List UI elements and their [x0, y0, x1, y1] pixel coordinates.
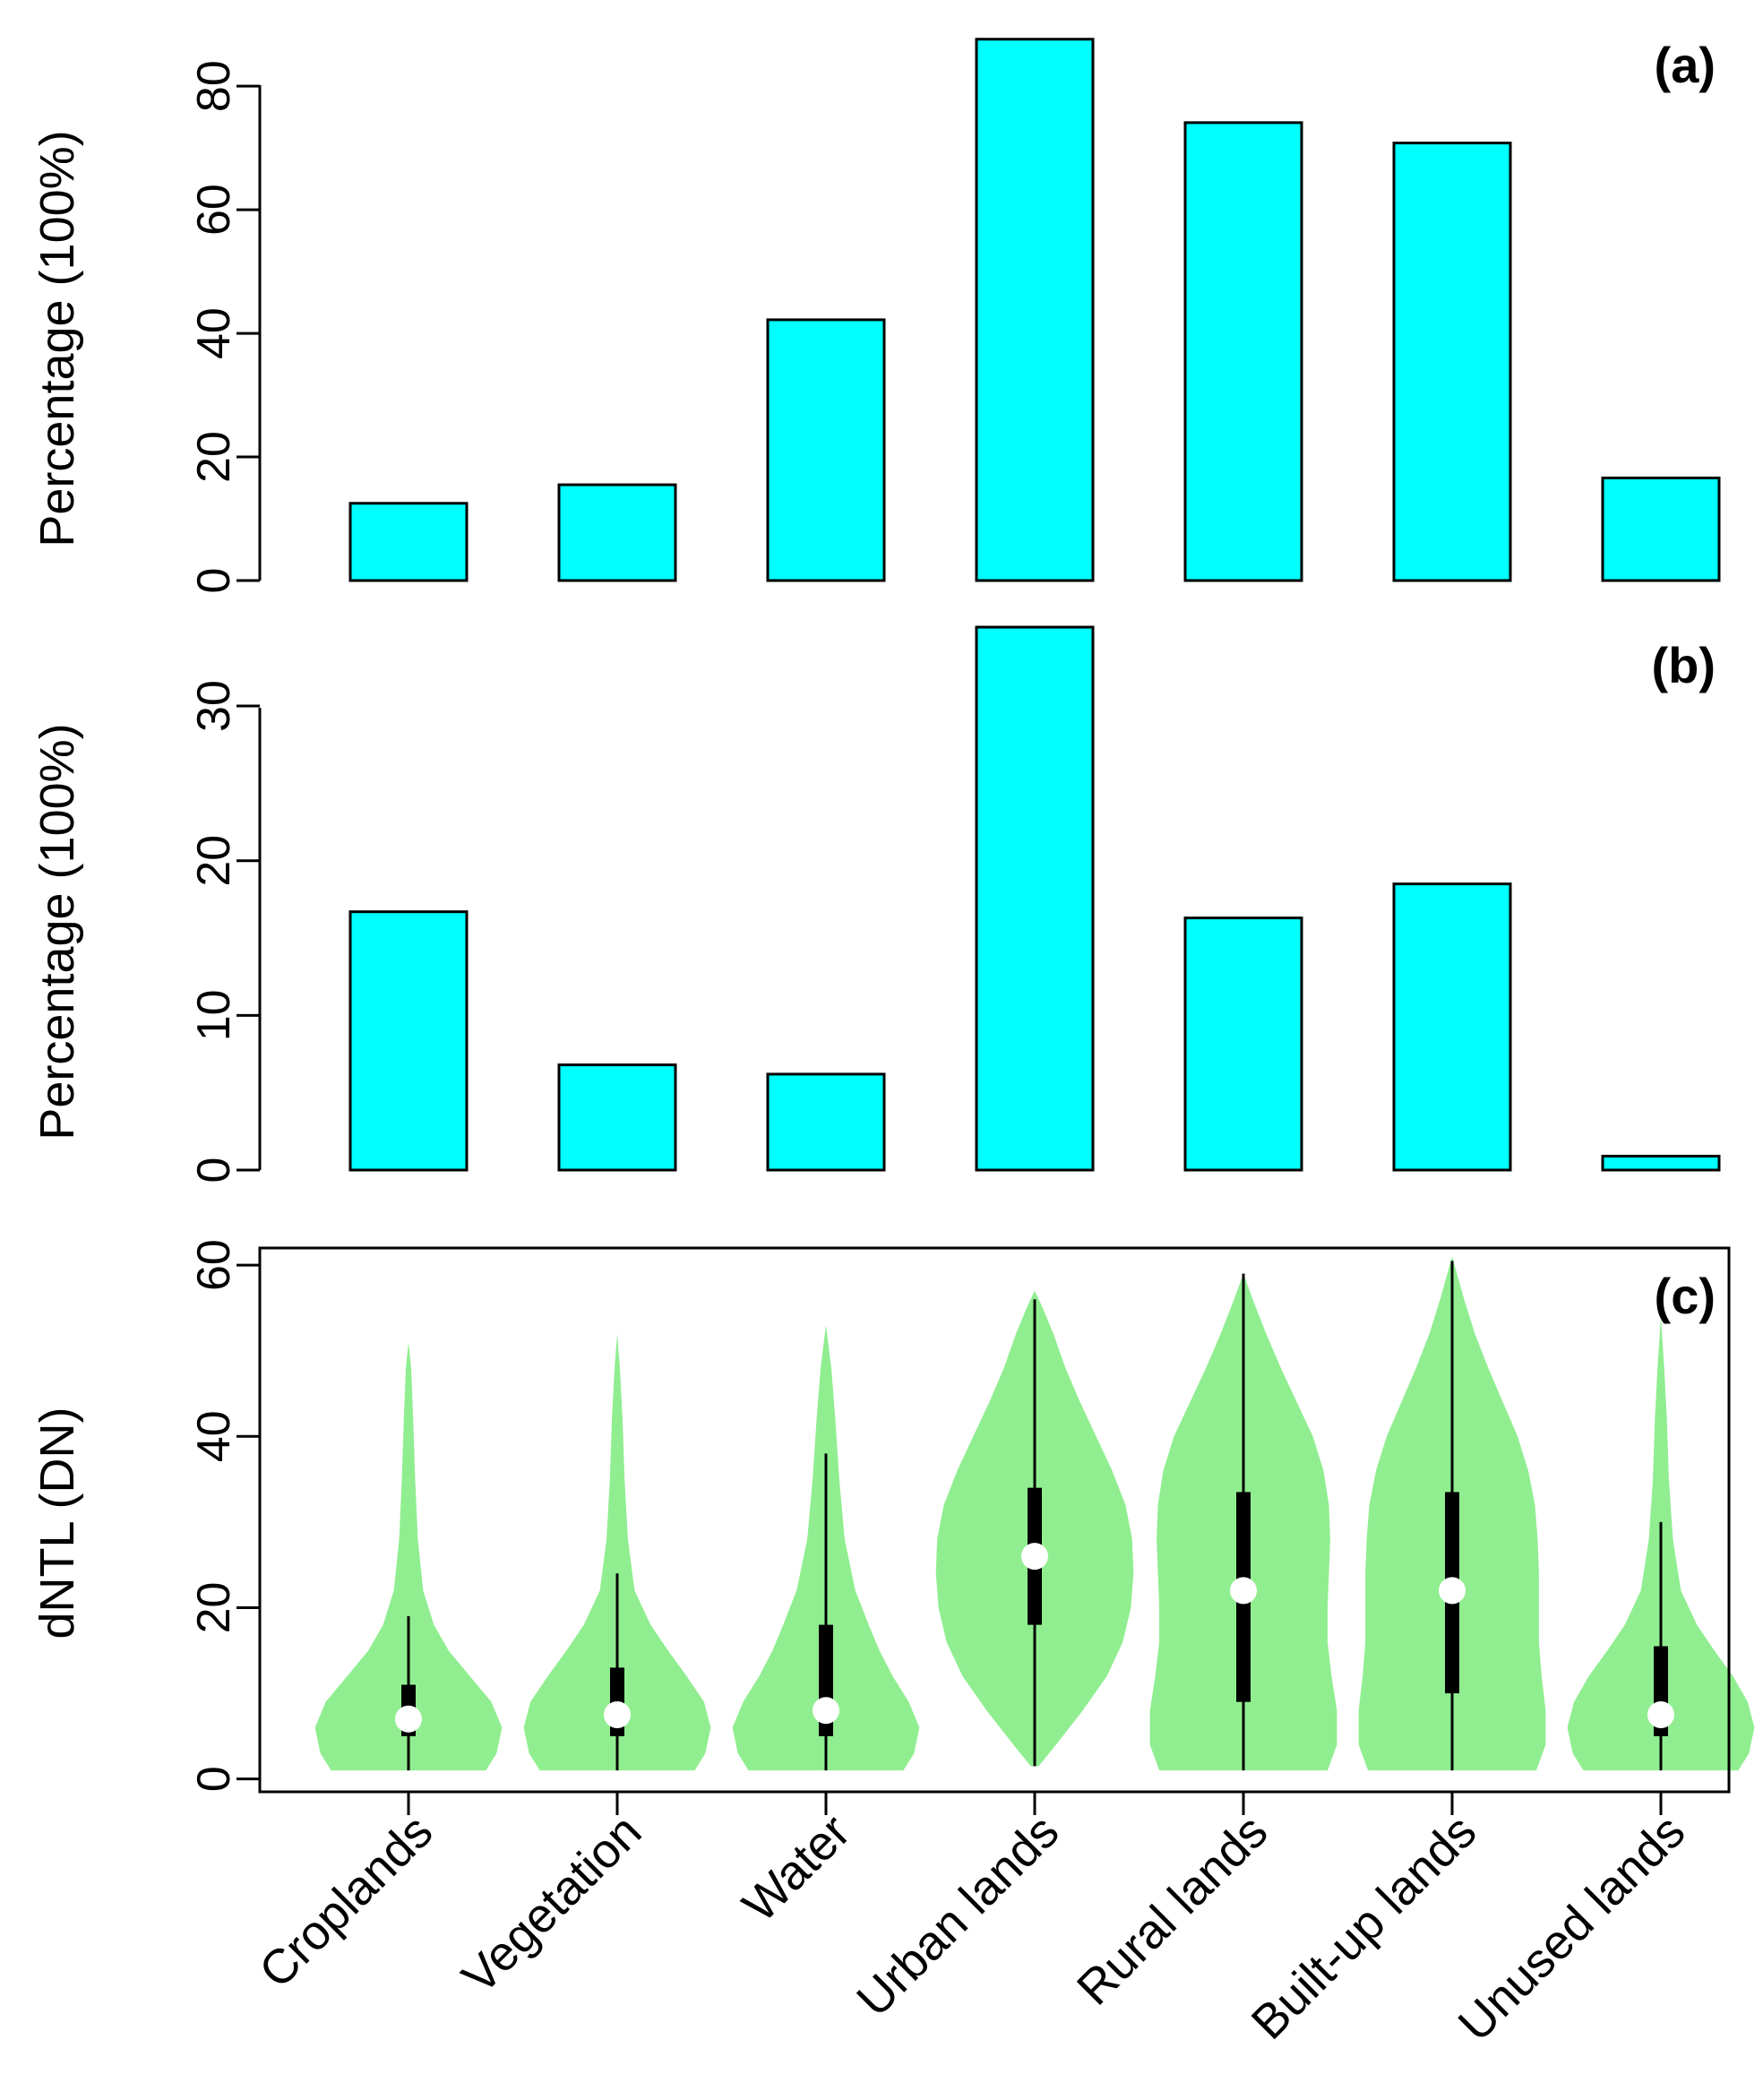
panel-a-y-tick-label: 0 — [188, 568, 240, 594]
panel-b-y-tick-label: 30 — [188, 680, 240, 732]
x-category-label-vegetation: Vegetation — [452, 1804, 652, 2004]
panel-b-label: (b) — [1651, 637, 1716, 693]
violin-vegetation — [523, 1333, 711, 1771]
panel-a-bar-vegetation — [557, 483, 677, 582]
panel-a-y-tick-label: 60 — [188, 184, 240, 236]
panel-c-y-tick-label: 60 — [188, 1239, 240, 1291]
panel-b-bar-croplands — [348, 910, 469, 1172]
panel-b-bar-unused-lands — [1601, 1154, 1721, 1172]
panel-b-bar-urban-lands — [975, 625, 1095, 1172]
panel-b-bar-rural-lands — [1183, 917, 1303, 1172]
panel-a-y-tick-label: 80 — [188, 60, 240, 112]
panel-c-plot-frame — [258, 1246, 1731, 1794]
panel-a-bar-urban-lands — [975, 38, 1095, 582]
panel-a-y-tick-label: 20 — [188, 431, 240, 483]
panel-b-y-tick-label: 0 — [188, 1158, 240, 1183]
panel-a-y-tick-label: 40 — [188, 307, 240, 359]
panel-c-y-tick-label: 0 — [188, 1766, 240, 1792]
violin-croplands — [314, 1342, 503, 1771]
violin-median-dot-unused-lands — [1647, 1700, 1674, 1728]
panel-b-y-axis-title: Percentage (100%) — [30, 723, 84, 1140]
panel-a-bar-chart: 0 20 40 60 80 Percentage (100%) (a) — [30, 37, 1721, 594]
panel-a-bar-built-up-lands — [1392, 142, 1512, 582]
panel-b-y-tick-label: 20 — [188, 835, 240, 887]
panel-b-bar-water — [766, 1072, 886, 1172]
x-category-label-rural-lands: Rural lands — [1067, 1804, 1278, 2016]
violin-median-dot-vegetation — [604, 1700, 631, 1728]
panel-b-bar-built-up-lands — [1392, 882, 1512, 1172]
panel-c-y-tick-label: 20 — [188, 1582, 240, 1634]
violin-median-dot-built-up-lands — [1439, 1577, 1466, 1605]
panel-a-bar-croplands — [348, 502, 469, 582]
panel-b-bar-vegetation — [557, 1063, 677, 1172]
violin-median-dot-croplands — [395, 1705, 422, 1733]
panel-a-y-axis-title: Percentage (100%) — [30, 130, 84, 547]
violin-median-dot-rural-lands — [1230, 1577, 1257, 1605]
panel-c-y-axis-title: dNTL (DN) — [30, 1407, 84, 1639]
panel-a-bar-rural-lands — [1183, 121, 1303, 582]
panel-b-bar-chart: 0 10 20 30 Percentage (100%) (b) — [30, 625, 1721, 1183]
panel-a-bar-unused-lands — [1601, 476, 1721, 582]
violin-median-dot-water — [813, 1697, 839, 1725]
panel-c-label: (c) — [1655, 1268, 1716, 1324]
violin-median-dot-urban-lands — [1021, 1543, 1048, 1571]
panel-a-label: (a) — [1655, 37, 1716, 93]
x-category-label-urban-lands: Urban lands — [847, 1804, 1069, 2027]
x-category-label-croplands: Croplands — [249, 1804, 443, 1998]
panel-c-y-tick-label: 40 — [188, 1410, 240, 1462]
x-category-label-water: Water — [733, 1804, 861, 1932]
panel-b-y-tick-label: 10 — [188, 989, 240, 1041]
panel-a-bar-water — [766, 318, 886, 582]
